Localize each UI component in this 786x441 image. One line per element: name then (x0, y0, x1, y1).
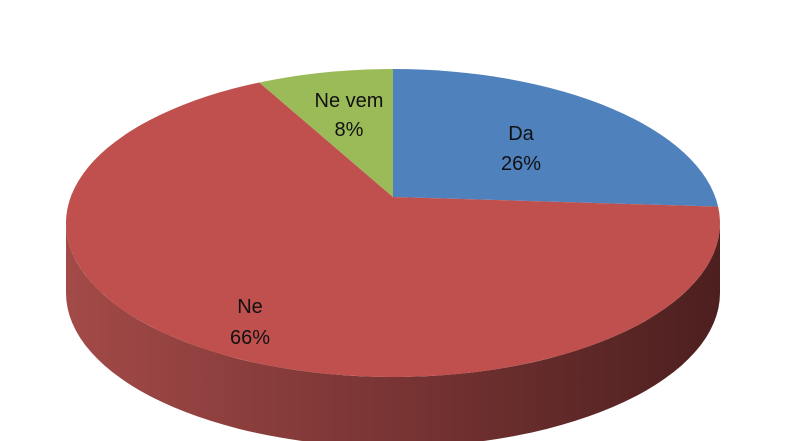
label-ne-name: Ne (237, 296, 263, 318)
label-ne-value: 66% (230, 327, 270, 349)
label-da-name: Da (508, 123, 534, 145)
label-ne-vem-value: 8% (335, 119, 364, 141)
pie-slice-ne-vem (259, 69, 393, 197)
label-da-value: 26% (501, 153, 541, 175)
label-ne-vem-name: Ne vem (315, 90, 384, 112)
pie-side-ne (66, 223, 720, 441)
pie-slice-da (393, 69, 719, 207)
pie-slice-ne (66, 82, 720, 377)
